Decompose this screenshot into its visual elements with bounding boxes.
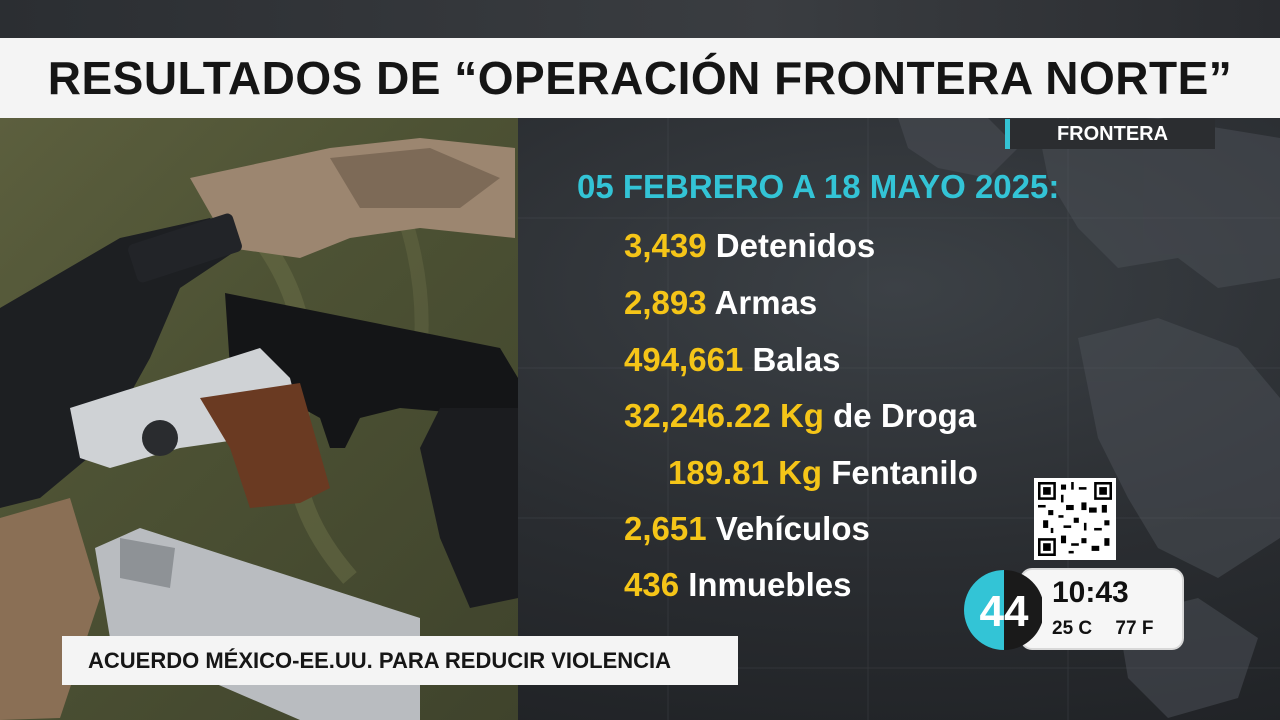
- stat-label: Fentanilo: [831, 454, 978, 491]
- clock-time: 10:43: [1052, 576, 1129, 609]
- stat-number: 189.81 Kg: [668, 454, 823, 491]
- clock-widget: 10:43 25 C 77 F: [1020, 568, 1184, 650]
- period-label: 05 FEBRERO A 18 MAYO 2025:: [577, 168, 1060, 205]
- stat-number: 494,661: [624, 341, 744, 378]
- headline-banner: RESULTADOS DE “OPERACIÓN FRONTERA NORTE”: [0, 38, 1280, 118]
- stat-vehiculos: 2,651 Vehículos: [624, 510, 870, 548]
- section-tag-label: FRONTERA: [1056, 122, 1169, 145]
- stat-balas: 494,661 Balas: [624, 341, 841, 379]
- channel-44-logo: 44: [964, 570, 1042, 650]
- lower-third-banner: ACUERDO MÉXICO-EE.UU. PARA REDUCIR VIOLE…: [62, 636, 738, 685]
- headline-text: RESULTADOS DE “OPERACIÓN FRONTERA NORTE”: [47, 52, 1233, 104]
- temperature-celsius: 25 C: [1052, 618, 1093, 639]
- lower-third-text: ACUERDO MÉXICO-EE.UU. PARA REDUCIR VIOLE…: [88, 647, 672, 673]
- stat-label: Armas: [714, 284, 818, 321]
- stat-number: 3,439: [624, 227, 707, 264]
- temperature: 25 C 77 F: [1052, 618, 1153, 640]
- qr-code-icon[interactable]: [1034, 478, 1116, 560]
- world-map-texture: [518, 118, 1280, 720]
- stat-number: 32,246.22 Kg: [624, 397, 824, 434]
- section-tag: FRONTERA: [1005, 119, 1215, 149]
- stat-label: Detenidos: [715, 227, 876, 264]
- firearms-photo: [0, 118, 518, 720]
- qr-code-pattern: [1038, 482, 1112, 556]
- stat-detenidos: 3,439 Detenidos: [624, 227, 875, 265]
- stat-label: Inmuebles: [688, 566, 852, 603]
- temperature-fahrenheit: 77 F: [1115, 618, 1154, 639]
- svg-text:44: 44: [980, 587, 1029, 636]
- stat-label: de Droga: [833, 397, 977, 434]
- stat-label: Balas: [752, 341, 841, 378]
- stat-fentanilo: 189.81 Kg Fentanilo: [668, 454, 978, 492]
- stat-number: 436: [624, 566, 680, 603]
- stat-armas: 2,893 Armas: [624, 284, 817, 322]
- stat-droga: 32,246.22 Kg de Droga: [624, 397, 976, 435]
- top-strip: [0, 0, 1280, 38]
- stat-number: 2,893: [624, 284, 707, 321]
- stat-inmuebles: 436 Inmuebles: [624, 566, 851, 604]
- stat-number: 2,651: [624, 510, 707, 547]
- firearms-illustration: [0, 138, 518, 720]
- stat-label: Vehículos: [715, 510, 870, 547]
